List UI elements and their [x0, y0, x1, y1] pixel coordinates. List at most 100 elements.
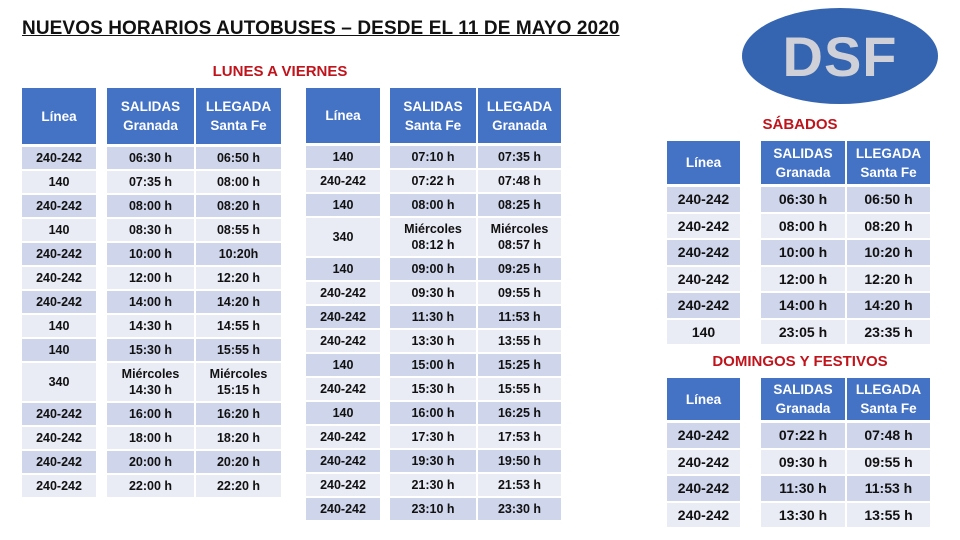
saturday-cell: 23:05 h [761, 319, 845, 344]
weekday.outbound-cell: 140 [22, 315, 96, 337]
sunday-cell: 240-242 [667, 502, 740, 527]
weekday.inbound-cell: 240-242 [306, 378, 380, 400]
weekday.outbound-cell: 240-242 [22, 147, 96, 169]
weekday.inbound-cell: 07:35 h [478, 146, 561, 168]
saturday-cell: 240-242 [667, 187, 740, 212]
weekday.inbound-header-line: LLEGADA [486, 98, 553, 114]
weekday.inbound-cell: 17:30 h [390, 426, 476, 448]
weekday.inbound-cell: 09:00 h [390, 258, 476, 280]
weekday.inbound-header-line: SALIDAS [403, 98, 463, 114]
weekday.inbound-cell-time: 08:12 h [411, 238, 455, 252]
weekday.outbound-cell-time: 15:15 h [216, 383, 261, 397]
weekday.outbound-cell: 240-242 [22, 403, 96, 425]
weekday.outbound-cell: 10:00 h [107, 243, 194, 265]
weekday.inbound-header-0: Línea [306, 88, 380, 143]
weekday.inbound-cell: 13:30 h [390, 330, 476, 352]
saturday-cell: 12:20 h [847, 266, 930, 291]
section-saturday: SÁBADOS [762, 116, 838, 133]
weekday.outbound-column-2: LLEGADA Santa Fe 06:50 h 08:00 h 08:20 h 08:5… [196, 88, 281, 499]
saturday-header-line: Granada [775, 164, 831, 180]
saturday-cell: 240-242 [667, 240, 740, 265]
weekday.outbound-cell: 07:35 h [107, 171, 194, 193]
saturday-header-1: SALIDAS Granada [761, 141, 845, 184]
weekday.inbound-cell: 07:48 h [478, 170, 561, 192]
saturday-header-line: SALIDAS [773, 145, 833, 161]
weekday.outbound-cell: 20:00 h [107, 451, 194, 473]
weekday.outbound-cell: 240-242 [22, 475, 96, 497]
weekday.inbound-cell: 240-242 [306, 330, 380, 352]
weekday.inbound-cell: 240-242 [306, 426, 380, 448]
saturday-cell: 14:20 h [847, 293, 930, 318]
weekday.outbound-cell: 18:20 h [196, 427, 281, 449]
weekday.inbound-cell: 23:30 h [478, 498, 561, 520]
saturday-cell: 10:00 h [761, 240, 845, 265]
sunday-header-line: SALIDAS [773, 382, 833, 397]
weekday.outbound-cell: 16:20 h [196, 403, 281, 425]
weekday.outbound-cell: 15:30 h [107, 339, 194, 361]
weekday.inbound-cell: 15:55 h [478, 378, 561, 400]
weekday.outbound-cell-day: Miércoles [121, 367, 180, 381]
weekday.inbound-cell: 23:10 h [390, 498, 476, 520]
sunday-cell: 240-242 [667, 423, 740, 448]
saturday-cell: 140 [667, 319, 740, 344]
weekday.outbound-column-1: SALIDAS Granada 06:30 h 07:35 h 08:00 h 08:30… [107, 88, 194, 499]
weekday.outbound-cell: 06:30 h [107, 147, 194, 169]
saturday-cell: 240-242 [667, 213, 740, 238]
sunday-header-2: LLEGADA Santa Fe [847, 378, 930, 420]
saturday-cell: 06:50 h [847, 187, 930, 212]
weekday.inbound-cell-time: 08:57 h [497, 238, 542, 252]
section-weekday: LUNES A VIERNES [212, 63, 348, 80]
saturday-cell: 10:20 h [847, 240, 930, 265]
weekday.outbound-cell: 08:30 h [107, 219, 194, 241]
saturday-header-line: LLEGADA [855, 145, 922, 161]
weekday.inbound-cell: 240-242 [306, 450, 380, 472]
page-title: NUEVOS HORARIOS AUTOBUSES – DESDE EL 11 … [22, 18, 620, 39]
sunday-cell: 13:55 h [847, 502, 930, 527]
sunday-column-2: LLEGADA Santa Fe 07:48 h 09:55 h 11:53 h 13:5… [847, 378, 930, 529]
weekday.inbound-cell: 140 [306, 258, 380, 280]
weekday.outbound-cell: 08:20 h [196, 195, 281, 217]
saturday-column-0: Línea 240-242 240-242 240-242 240-242 240-242… [667, 141, 740, 346]
weekday.outbound-cell: 08:55 h [196, 219, 281, 241]
weekday.inbound-column-2: LLEGADA Granada 07:35 h 07:48 h 08:25 h Miérc… [478, 88, 561, 522]
weekday.outbound-cell: 340 [22, 363, 96, 401]
sunday-cell: 13:30 h [761, 502, 845, 527]
sunday-cell: 07:48 h [847, 423, 930, 448]
weekday.inbound-cell: 240-242 [306, 170, 380, 192]
weekday.outbound-header-0: Línea [22, 88, 96, 144]
weekday.outbound-cell: Miércoles 15:15 h [196, 363, 281, 401]
weekday.inbound-cell: 16:00 h [390, 402, 476, 424]
weekday.inbound-cell: 19:30 h [390, 450, 476, 472]
saturday-cell: 240-242 [667, 266, 740, 291]
weekday.outbound-cell: 240-242 [22, 267, 96, 289]
weekday.inbound-header-line: Granada [492, 117, 547, 133]
weekday.outbound-column-0: Línea 240-242 140 240-242 140 240-242 240-242 2… [22, 88, 96, 499]
weekday.inbound-cell: 09:25 h [478, 258, 561, 280]
weekday.inbound-cell: 08:00 h [390, 194, 476, 216]
weekday.outbound-header-line: Santa Fe [210, 118, 267, 133]
saturday-cell: 14:00 h [761, 293, 845, 318]
weekday.inbound-cell: Miércoles 08:12 h [390, 218, 476, 256]
weekday.inbound-header-1: SALIDAS Santa Fe [390, 88, 476, 143]
weekday.outbound-cell: 10:20h [196, 243, 281, 265]
weekday.outbound-header-line: Granada [123, 118, 178, 133]
weekday.inbound-cell: 11:30 h [390, 306, 476, 328]
saturday-cell: 06:30 h [761, 187, 845, 212]
weekday.outbound-header-line: Línea [41, 108, 77, 124]
section-sunday: DOMINGOS Y FESTIVOS [712, 353, 888, 370]
saturday-cell: 08:20 h [847, 213, 930, 238]
weekday.inbound-cell-day: Miércoles [404, 222, 462, 236]
weekday.inbound-header-line: Línea [325, 108, 361, 123]
weekday.outbound-cell: 08:00 h [196, 171, 281, 193]
weekday.inbound-cell: 09:55 h [478, 282, 561, 304]
weekday.outbound-cell: 15:55 h [196, 339, 281, 361]
saturday-cell: 08:00 h [761, 213, 845, 238]
weekday.inbound-cell: 240-242 [306, 498, 380, 520]
sunday-column-0: Línea 240-242 240-242 240-242 240-242 [667, 378, 740, 529]
weekday.inbound-cell: 13:55 h [478, 330, 561, 352]
weekday.inbound-cell: 140 [306, 402, 380, 424]
weekday.outbound-cell: Miércoles 14:30 h [107, 363, 194, 401]
weekday.inbound-cell: 17:53 h [478, 426, 561, 448]
weekday.outbound-cell: 20:20 h [196, 451, 281, 473]
saturday-cell: 12:00 h [761, 266, 845, 291]
